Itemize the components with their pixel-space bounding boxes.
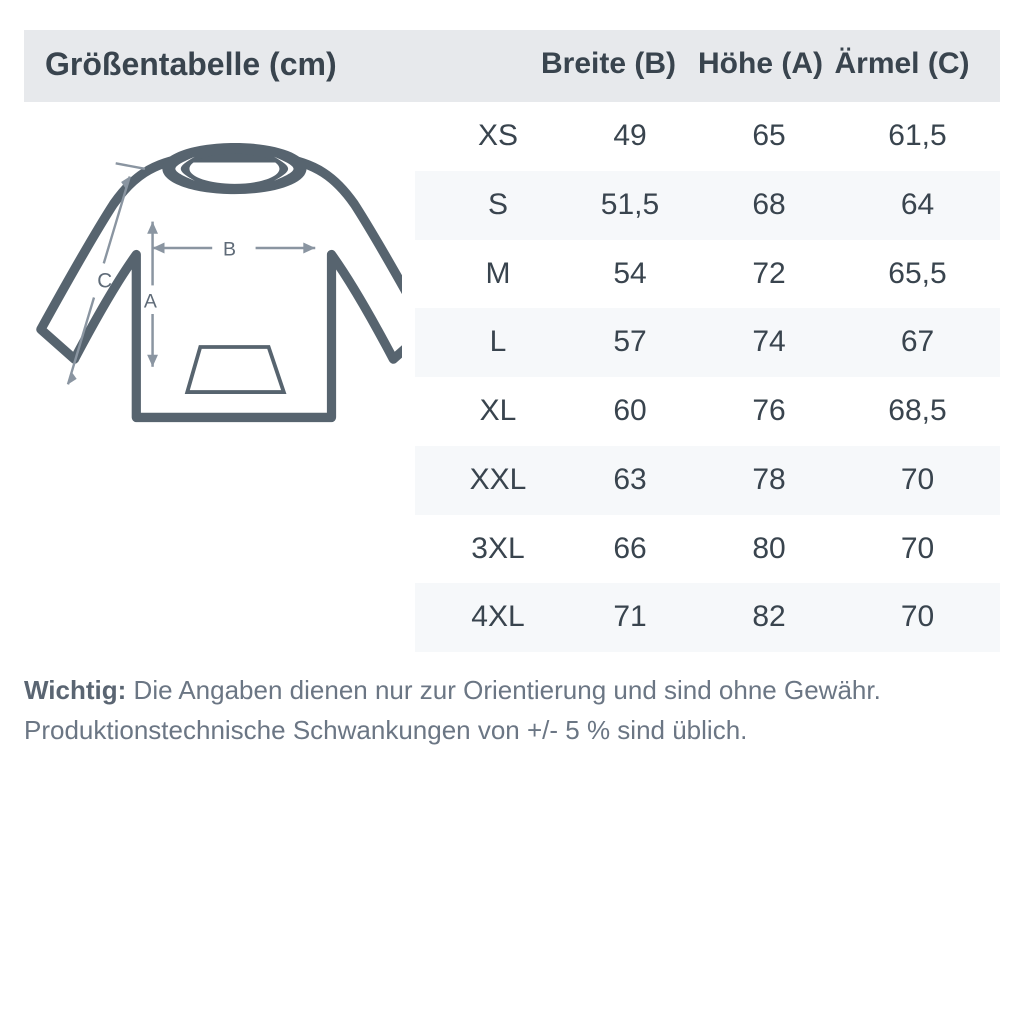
svg-text:C: C <box>97 269 112 292</box>
svg-text:A: A <box>143 290 157 312</box>
svg-text:B: B <box>223 239 236 261</box>
